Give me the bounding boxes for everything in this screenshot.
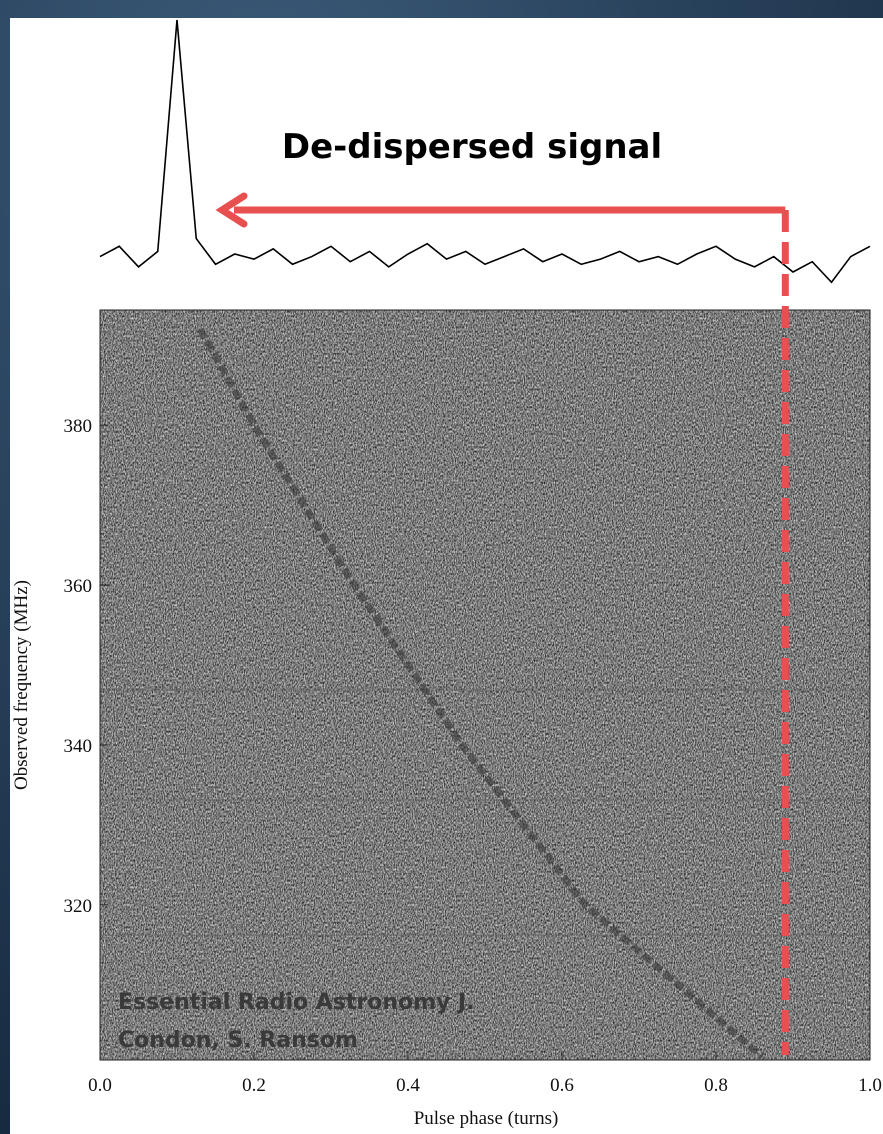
x-axis-label: Pulse phase (turns) — [414, 1108, 559, 1129]
annotation: De-dispersed signal — [282, 127, 662, 167]
x-tick-label: 1.0 — [858, 1075, 882, 1096]
watermark: Essential Radio Astronomy J. — [118, 990, 475, 1015]
arrow-head — [215, 192, 248, 228]
plot-frame — [99, 309, 871, 1061]
x-tick-label: 0.2 — [242, 1075, 266, 1096]
x-tick-label: 0.0 — [88, 1075, 112, 1096]
y-tick-label: 380 — [64, 416, 93, 437]
y-tick-label: 320 — [64, 896, 93, 917]
watermark: Condon, S. Ransom — [118, 1028, 358, 1053]
x-tick-label: 0.8 — [704, 1075, 728, 1096]
x-tick-label: 0.4 — [396, 1075, 420, 1096]
y-tick-label: 360 — [64, 576, 93, 597]
y-axis-label: Observed frequency (MHz) — [11, 580, 32, 790]
x-tick-label: 0.6 — [550, 1075, 574, 1096]
y-tick-label: 340 — [64, 736, 93, 757]
pulse-profile — [99, 19, 871, 284]
rfi-streaks — [100, 688, 870, 936]
dispersed-track — [197, 327, 765, 1060]
noise-texture — [100, 310, 870, 1060]
